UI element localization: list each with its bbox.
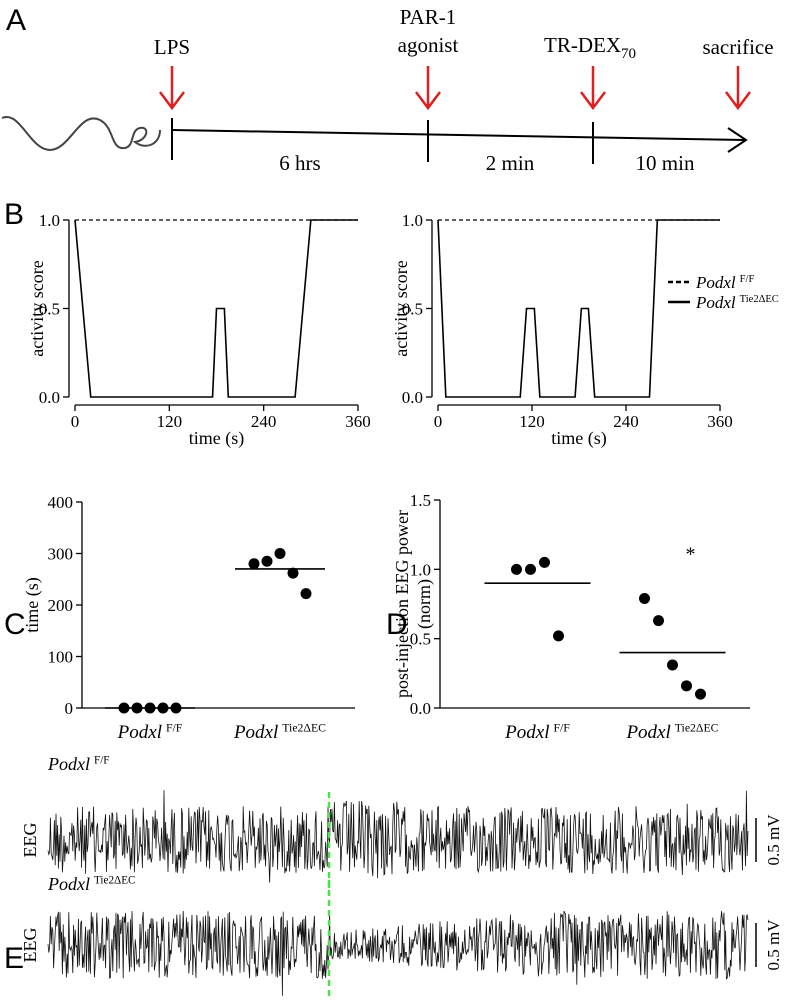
mouse-sketch [1,116,161,152]
y-tick-label: 0.5 [410,630,431,649]
event-label: TR-DEX70 [544,33,636,62]
x-tick-label: 0 [434,412,443,431]
data-point [274,548,286,559]
series-line [74,219,358,398]
trace-label: Podxl Tie2ΔEC [47,874,135,894]
trace-label-text: Podxl [47,874,90,894]
legend-label-text: Podxl [695,293,736,312]
y-tick-label: 1.0 [39,211,60,230]
x-tick-label-text: Podxl [117,722,162,743]
eeg-label: EEG [20,928,40,963]
y-tick-label: 0.0 [402,388,423,407]
panel-label: C [4,608,26,641]
x-tick-label: 120 [157,412,183,431]
x-tick-label-text: Podxl [504,722,549,743]
y-tick-label: 0.0 [410,699,431,718]
timeline-axis [171,129,746,141]
legend-label-superscript: Tie2ΔEC [740,294,779,305]
y-tick-label: 100 [48,648,74,667]
y-tick-label: 0.5 [402,300,423,319]
y-axis-label: activity score [27,260,47,356]
event-label: LPS [154,35,190,59]
significance-mark: * [686,543,696,565]
x-tick-label-superscript: F/F [553,721,570,734]
legend-label: Podxl Tie2ΔEC [695,293,779,312]
scale-bar-label: 0.5 mV [764,919,783,971]
panel-label: E [4,942,24,975]
x-tick-label: 0 [71,412,80,431]
y-axis-label: (norm) [414,579,435,629]
x-tick-label-superscript: Tie2ΔEC [675,721,719,734]
data-point [653,615,664,627]
interval-label: 6 hrs [279,151,320,175]
legend-label-text: Podxl [695,273,736,292]
legend-label: Podxl F/F [695,273,754,292]
y-tick-label: 1.0 [410,560,431,579]
y-axis-label: activity score [391,260,411,356]
data-point [667,659,678,671]
x-tick-label-text: Podxl [625,722,670,743]
timeline-arrowhead [727,127,748,153]
event-subscript: 70 [621,46,636,62]
data-point [261,555,273,567]
timeline-labels: LPS PAR-1 agonist TR-DEX70 sacrifice 6 h… [154,5,774,175]
data-point [681,680,692,692]
data-point [553,630,564,642]
x-tick-label-superscript: Tie2ΔEC [282,721,326,734]
data-point [695,688,706,700]
x-tick-label: Podxl Tie2ΔEC [625,721,718,743]
eeg-panel [47,790,757,1000]
x-tick-label-text: Podxl [233,722,278,743]
x-axis-label: time (s) [551,428,607,449]
trace-label-superscript: Tie2ΔEC [94,875,135,887]
data-point [639,592,650,604]
x-tick-label: 240 [613,412,639,431]
data-point [525,563,536,575]
panel-label: D [386,608,408,641]
data-point [300,588,312,600]
y-tick-label: 0 [65,699,74,718]
eeg-trace [47,790,749,883]
x-tick-label: Podxl Tie2ΔEC [233,721,326,743]
x-tick-label: 120 [519,412,545,431]
y-axis-label: time (s) [22,577,43,633]
series-line [437,219,720,398]
trace-label: Podxl F/F [47,754,110,774]
event-label: PAR-1 [400,5,456,29]
y-tick-label: 300 [48,545,74,564]
x-tick-label-superscript: F/F [166,721,183,734]
data-point [287,567,299,579]
y-tick-label: 200 [48,596,74,615]
y-tick-label: 0.0 [39,388,60,407]
event-arrows [159,66,751,111]
x-axis-label: time (s) [189,428,245,449]
y-tick-label: 1.5 [410,491,431,510]
event-text: TR-DEX [544,33,621,57]
trace-label-superscript: F/F [94,755,110,767]
event-label: agonist [398,33,459,57]
interval-label: 10 min [636,151,695,175]
data-point [248,558,260,570]
interval-label: 2 min [486,151,535,175]
y-axis-label: post-injection EEG power [392,510,412,698]
x-tick-label: 360 [345,412,371,431]
y-tick-label: 1.0 [402,211,423,230]
trace-label-text: Podxl [47,754,90,774]
data-point [511,563,522,575]
panel-label: B [4,198,24,231]
x-tick-label: 240 [251,412,277,431]
eeg-label: EEG [20,823,40,858]
eeg-trace [47,910,749,996]
scale-bar-label: 0.5 mV [764,814,783,866]
x-tick-label: Podxl F/F [504,721,570,743]
x-tick-label: 360 [707,412,733,431]
panel-label: A [6,4,26,37]
data-point [539,556,550,568]
legend-label-superscript: F/F [740,274,755,285]
y-tick-label: 0.5 [39,300,60,319]
y-tick-label: 400 [48,493,74,512]
event-label: sacrifice [702,35,773,59]
x-tick-label: Podxl F/F [117,721,183,743]
